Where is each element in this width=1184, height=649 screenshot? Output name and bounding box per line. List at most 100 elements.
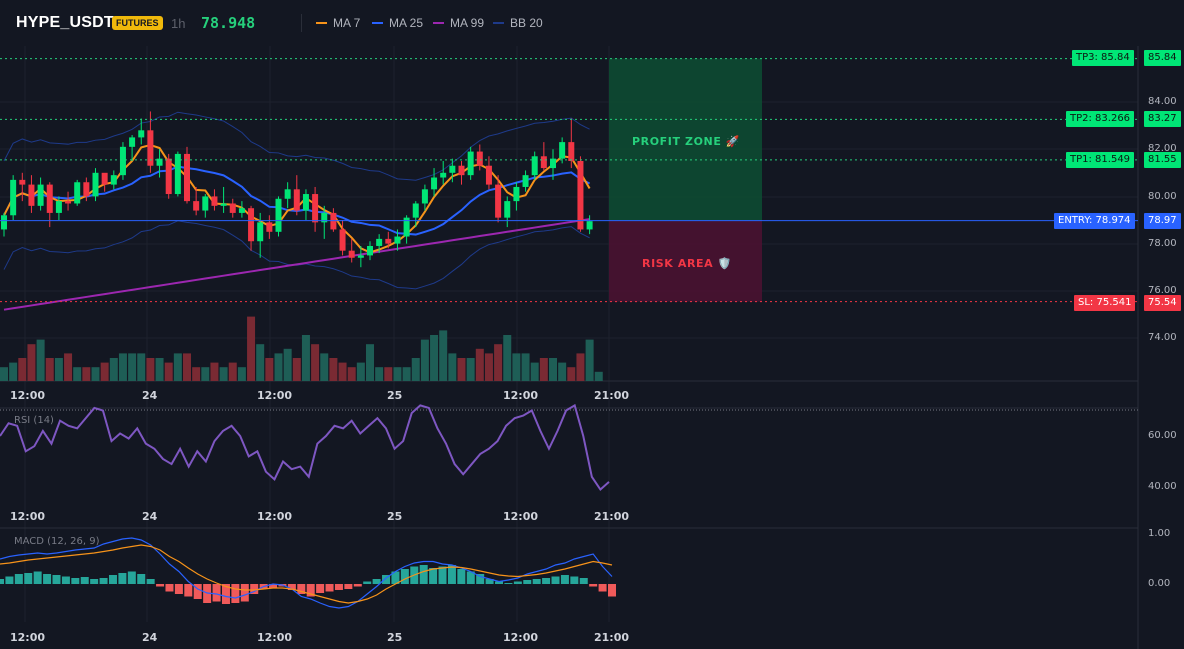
candlesticks xyxy=(1,111,593,268)
macd-histogram-bar xyxy=(61,576,70,584)
sl-tag[interactable]: SL: 75.541 xyxy=(1074,295,1136,311)
macd-histogram-bar xyxy=(174,584,183,594)
volume-bar xyxy=(128,353,137,381)
macd-histogram-bar xyxy=(33,571,42,584)
candle-body xyxy=(10,179,17,216)
candle-body xyxy=(485,165,492,185)
interval-selector[interactable]: 1h xyxy=(171,16,186,31)
candle-body xyxy=(357,255,364,258)
tp3-tag[interactable]: TP3: 85.84 xyxy=(1072,50,1134,66)
tp2-tag[interactable]: TP2: 83.266 xyxy=(1066,111,1135,127)
volume-bar xyxy=(567,367,576,381)
volume-bar xyxy=(301,335,310,381)
macd-histogram-bar xyxy=(334,584,343,590)
macd-histogram-bar xyxy=(400,569,409,584)
candle-body xyxy=(238,208,245,213)
legend-bb20[interactable]: BB 20 xyxy=(493,16,543,30)
candle-body xyxy=(550,158,556,169)
macd-histogram-bar xyxy=(0,579,4,584)
macd-time-label: 25 xyxy=(387,631,403,644)
header-divider xyxy=(301,14,302,32)
entry-tag[interactable]: ENTRY: 78.974 xyxy=(1054,213,1135,229)
volume-bar xyxy=(256,344,265,381)
candle-body xyxy=(421,189,428,204)
candle-body xyxy=(28,184,35,206)
macd-histogram-bar xyxy=(513,581,522,584)
volume-bar xyxy=(118,353,127,381)
volume-bar xyxy=(155,358,164,381)
volume-bar xyxy=(210,362,219,381)
macd-histogram-bar xyxy=(118,573,127,584)
legend-ma25[interactable]: MA 25 xyxy=(372,16,423,30)
profit-zone xyxy=(609,58,762,221)
moving-averages xyxy=(3,144,591,311)
candle-body xyxy=(202,196,209,211)
tp2-axis-tag: 83.27 xyxy=(1144,111,1181,127)
candle-body xyxy=(559,142,566,159)
macd-histogram-bar xyxy=(466,571,475,584)
volume-bar xyxy=(137,353,146,381)
macd-axis-label: 0.00 xyxy=(1148,578,1171,589)
candle-body xyxy=(330,212,337,230)
candle-body xyxy=(193,201,200,211)
signal-line xyxy=(0,544,613,604)
volume-bar xyxy=(64,353,73,381)
volume-bar xyxy=(576,353,585,381)
volume-bar xyxy=(411,358,420,381)
ma7-swatch-icon xyxy=(316,22,327,24)
volume-bar xyxy=(375,367,384,381)
candle-body xyxy=(540,156,547,169)
candle-body xyxy=(586,221,593,230)
macd-histogram-bar xyxy=(71,578,80,584)
legend-ma99[interactable]: MA 99 xyxy=(433,16,484,30)
macd-histogram-bar xyxy=(184,584,193,597)
volume-bar xyxy=(420,339,429,381)
macd-histogram-bar xyxy=(372,579,381,584)
volume-bar xyxy=(228,362,237,381)
macd-histogram-bar xyxy=(250,584,259,594)
symbol-name[interactable]: HYPE_USDT xyxy=(16,14,114,31)
volume-bar xyxy=(192,367,201,381)
candle-body xyxy=(55,201,62,213)
volume-bar xyxy=(475,348,484,381)
volume-bar xyxy=(384,367,393,381)
volume-bar xyxy=(430,335,439,381)
macd-histogram-bar xyxy=(495,581,504,584)
grid-lines xyxy=(0,46,1139,649)
candle-body xyxy=(46,184,53,213)
volume-bar xyxy=(292,358,301,381)
volume-bar xyxy=(512,353,521,381)
rsi-time-label: 12:00 xyxy=(10,510,46,523)
volume-bar xyxy=(402,367,411,381)
volume-bar xyxy=(530,362,539,381)
volume-bar xyxy=(183,353,191,381)
bb20-swatch-icon xyxy=(493,22,504,24)
price-axis-label: 74.00 xyxy=(1148,332,1177,343)
candle-body xyxy=(74,182,81,204)
volume-bar xyxy=(347,367,356,381)
volume-bar xyxy=(320,353,329,381)
macd-histogram-bar xyxy=(391,571,400,584)
volume-bar xyxy=(521,353,530,381)
candle-body xyxy=(495,184,502,218)
macd-histogram-bar xyxy=(382,575,391,584)
legend-ma7[interactable]: MA 7 xyxy=(316,16,360,30)
candle-body xyxy=(1,215,7,230)
macd-histogram-bar xyxy=(90,579,99,584)
candle-body xyxy=(458,165,465,176)
candle-body xyxy=(184,153,190,202)
macd-histogram-bar xyxy=(231,584,240,603)
volume-bar xyxy=(54,358,63,381)
volume-bar xyxy=(311,344,320,381)
macd-histogram-bar xyxy=(165,584,174,592)
candle-body xyxy=(348,250,355,258)
macd-histogram-bar xyxy=(221,584,230,604)
tp1-tag[interactable]: TP1: 81.549 xyxy=(1066,152,1135,168)
time-axis-label: 25 xyxy=(387,389,403,402)
risk-area-label: RISK AREA 🛡️ xyxy=(642,257,732,270)
macd-histogram-bar xyxy=(14,574,23,584)
candle-body xyxy=(229,203,236,213)
macd-histogram-bar xyxy=(419,565,428,584)
rsi-time-label: 25 xyxy=(387,510,403,523)
